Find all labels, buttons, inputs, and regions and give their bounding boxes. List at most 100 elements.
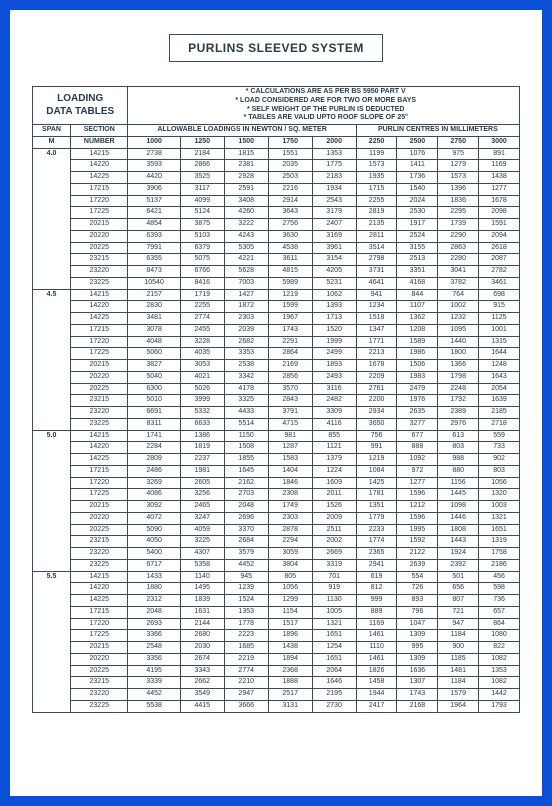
value-cell: 822 (479, 642, 520, 654)
value-cell: 1815 (224, 148, 268, 160)
value-cell: 1944 (356, 689, 397, 701)
loading-line1: LOADING (35, 93, 125, 106)
value-cell: 10540 (128, 277, 180, 289)
value-cell: 2237 (180, 454, 224, 466)
col-centre: 2500 (397, 136, 438, 148)
value-cell: 3804 (268, 559, 312, 571)
value-cell: 3370 (224, 524, 268, 536)
value-cell: 4420 (128, 172, 180, 184)
value-cell: 1315 (479, 336, 520, 348)
value-cell: 6691 (128, 407, 180, 419)
value-cell: 1636 (397, 665, 438, 677)
value-cell: 2934 (356, 407, 397, 419)
value-cell: 3731 (356, 266, 397, 278)
value-cell: 2503 (268, 172, 312, 184)
value-cell: 2064 (312, 665, 356, 677)
value-cell: 1219 (356, 454, 397, 466)
value-cell: 1855 (224, 454, 268, 466)
value-cell: 2157 (128, 289, 180, 301)
value-cell: 1888 (268, 677, 312, 689)
value-cell: 995 (397, 642, 438, 654)
section-number: 17215 (71, 465, 128, 477)
col-centre: 1000 (128, 136, 180, 148)
value-cell: 1107 (397, 301, 438, 313)
value-cell: 2087 (479, 254, 520, 266)
section-number: 17225 (71, 489, 128, 501)
value-cell: 1082 (479, 653, 520, 665)
value-cell: 3481 (128, 313, 180, 325)
value-cell: 6379 (180, 242, 224, 254)
value-cell: 3525 (180, 172, 224, 184)
value-cell: 1404 (268, 465, 312, 477)
value-cell: 1872 (224, 301, 268, 313)
value-cell: 1438 (479, 172, 520, 184)
section-number: 20225 (71, 524, 128, 536)
value-cell: 2482 (312, 395, 356, 407)
value-cell: 1967 (268, 313, 312, 325)
section-number: 20215 (71, 219, 128, 231)
section-number: 14220 (71, 160, 128, 172)
value-cell: 3366 (128, 630, 180, 642)
value-cell: 3549 (180, 689, 224, 701)
value-cell: 844 (397, 289, 438, 301)
value-cell: 1353 (224, 606, 268, 618)
value-cell: 8416 (180, 277, 224, 289)
col-centre: 1250 (180, 136, 224, 148)
value-cell: 1713 (312, 313, 356, 325)
span-cell: 4.5 (33, 289, 71, 430)
value-cell: 1743 (268, 324, 312, 336)
section-number: 20220 (71, 230, 128, 242)
title-box: PURLINS SLEEVED SYSTEM (169, 34, 383, 62)
section-number: 14220 (71, 301, 128, 313)
section-number: 23225 (71, 700, 128, 712)
value-cell: 6393 (128, 230, 180, 242)
value-cell: 1309 (397, 653, 438, 665)
value-cell: 947 (438, 618, 479, 630)
data-table: LOADINGDATA TABLES* CALCULATIONS ARE AS … (32, 86, 520, 713)
span-cell: 4.0 (33, 148, 71, 289)
value-cell: 6766 (180, 266, 224, 278)
value-cell: 3116 (312, 383, 356, 395)
value-cell: 3225 (180, 536, 224, 548)
value-cell: 2216 (268, 183, 312, 195)
value-cell: 4307 (180, 548, 224, 560)
value-cell: 4050 (128, 536, 180, 548)
value-cell: 1651 (312, 653, 356, 665)
value-cell: 1396 (438, 183, 479, 195)
col-centre: 2000 (312, 136, 356, 148)
section-number: 20220 (71, 512, 128, 524)
value-cell: 2417 (356, 700, 397, 712)
value-cell: 2856 (268, 371, 312, 383)
value-cell: 2054 (479, 383, 520, 395)
value-cell: 1393 (312, 301, 356, 313)
value-cell: 1573 (356, 160, 397, 172)
value-cell: 1411 (397, 160, 438, 172)
value-cell: 4221 (224, 254, 268, 266)
section-number: 20225 (71, 665, 128, 677)
value-cell: 1353 (312, 148, 356, 160)
value-cell: 2248 (438, 383, 479, 395)
value-cell: 2255 (356, 195, 397, 207)
value-cell: 1917 (397, 219, 438, 231)
value-cell: 988 (438, 454, 479, 466)
value-cell: 698 (479, 289, 520, 301)
value-cell: 2517 (268, 689, 312, 701)
value-cell: 2635 (397, 407, 438, 419)
value-cell: 4195 (128, 665, 180, 677)
value-cell: 1583 (268, 454, 312, 466)
note-line: * TABLES ARE VALID UPTO ROOF SLOPE OF 25… (130, 114, 517, 123)
value-cell: 1433 (128, 571, 180, 583)
value-cell: 5628 (224, 266, 268, 278)
value-cell: 1005 (312, 606, 356, 618)
value-cell: 1309 (397, 630, 438, 642)
value-cell: 3325 (224, 395, 268, 407)
value-cell: 2295 (438, 207, 479, 219)
value-cell: 2039 (224, 324, 268, 336)
value-cell: 1771 (356, 336, 397, 348)
value-cell: 2094 (479, 230, 520, 242)
value-cell: 1299 (268, 595, 312, 607)
loading-header: LOADINGDATA TABLES (33, 87, 128, 125)
value-cell: 2830 (128, 301, 180, 313)
value-cell: 3059 (268, 548, 312, 560)
value-cell: 1199 (356, 148, 397, 160)
